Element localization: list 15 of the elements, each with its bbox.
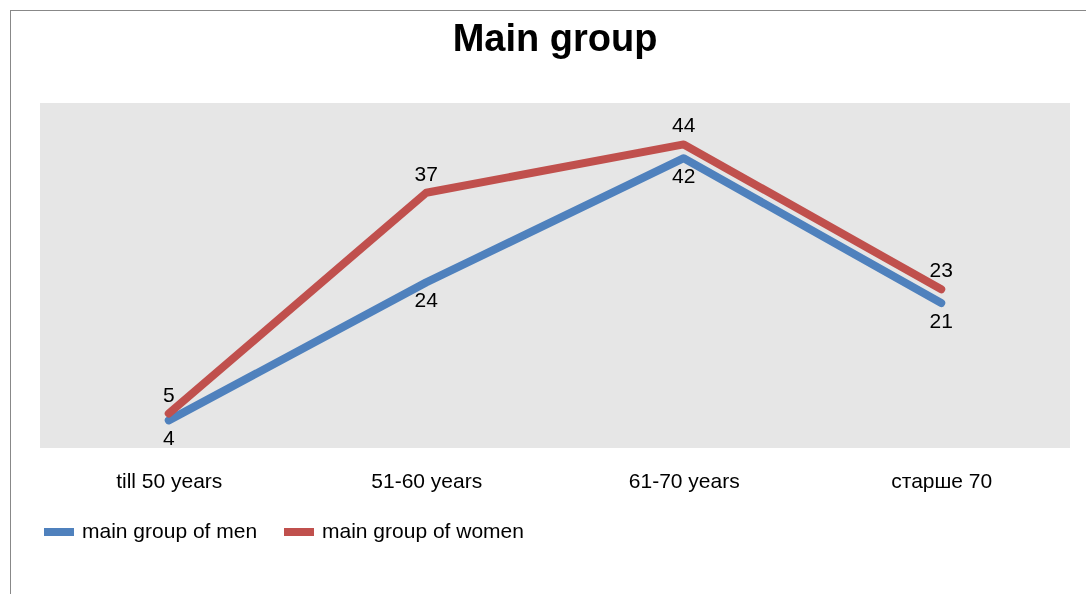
x-tick-label: старше 70: [891, 468, 993, 492]
legend-label: main group of men: [82, 519, 258, 542]
data-label: 4: [162, 426, 175, 450]
chart-title: Main group: [452, 17, 658, 59]
data-label: 5: [162, 382, 175, 406]
data-label: 37: [414, 161, 438, 185]
x-tick-label: 51-60 years: [371, 468, 483, 492]
x-tick-label: till 50 years: [116, 468, 223, 492]
x-tick-label: 61-70 years: [628, 468, 740, 492]
data-label: 21: [929, 309, 953, 333]
data-label: 24: [414, 288, 439, 312]
data-label: 42: [672, 164, 696, 188]
data-label: 23: [929, 258, 953, 282]
legend-label: main group of women: [322, 519, 524, 542]
data-label: 44: [672, 113, 696, 137]
